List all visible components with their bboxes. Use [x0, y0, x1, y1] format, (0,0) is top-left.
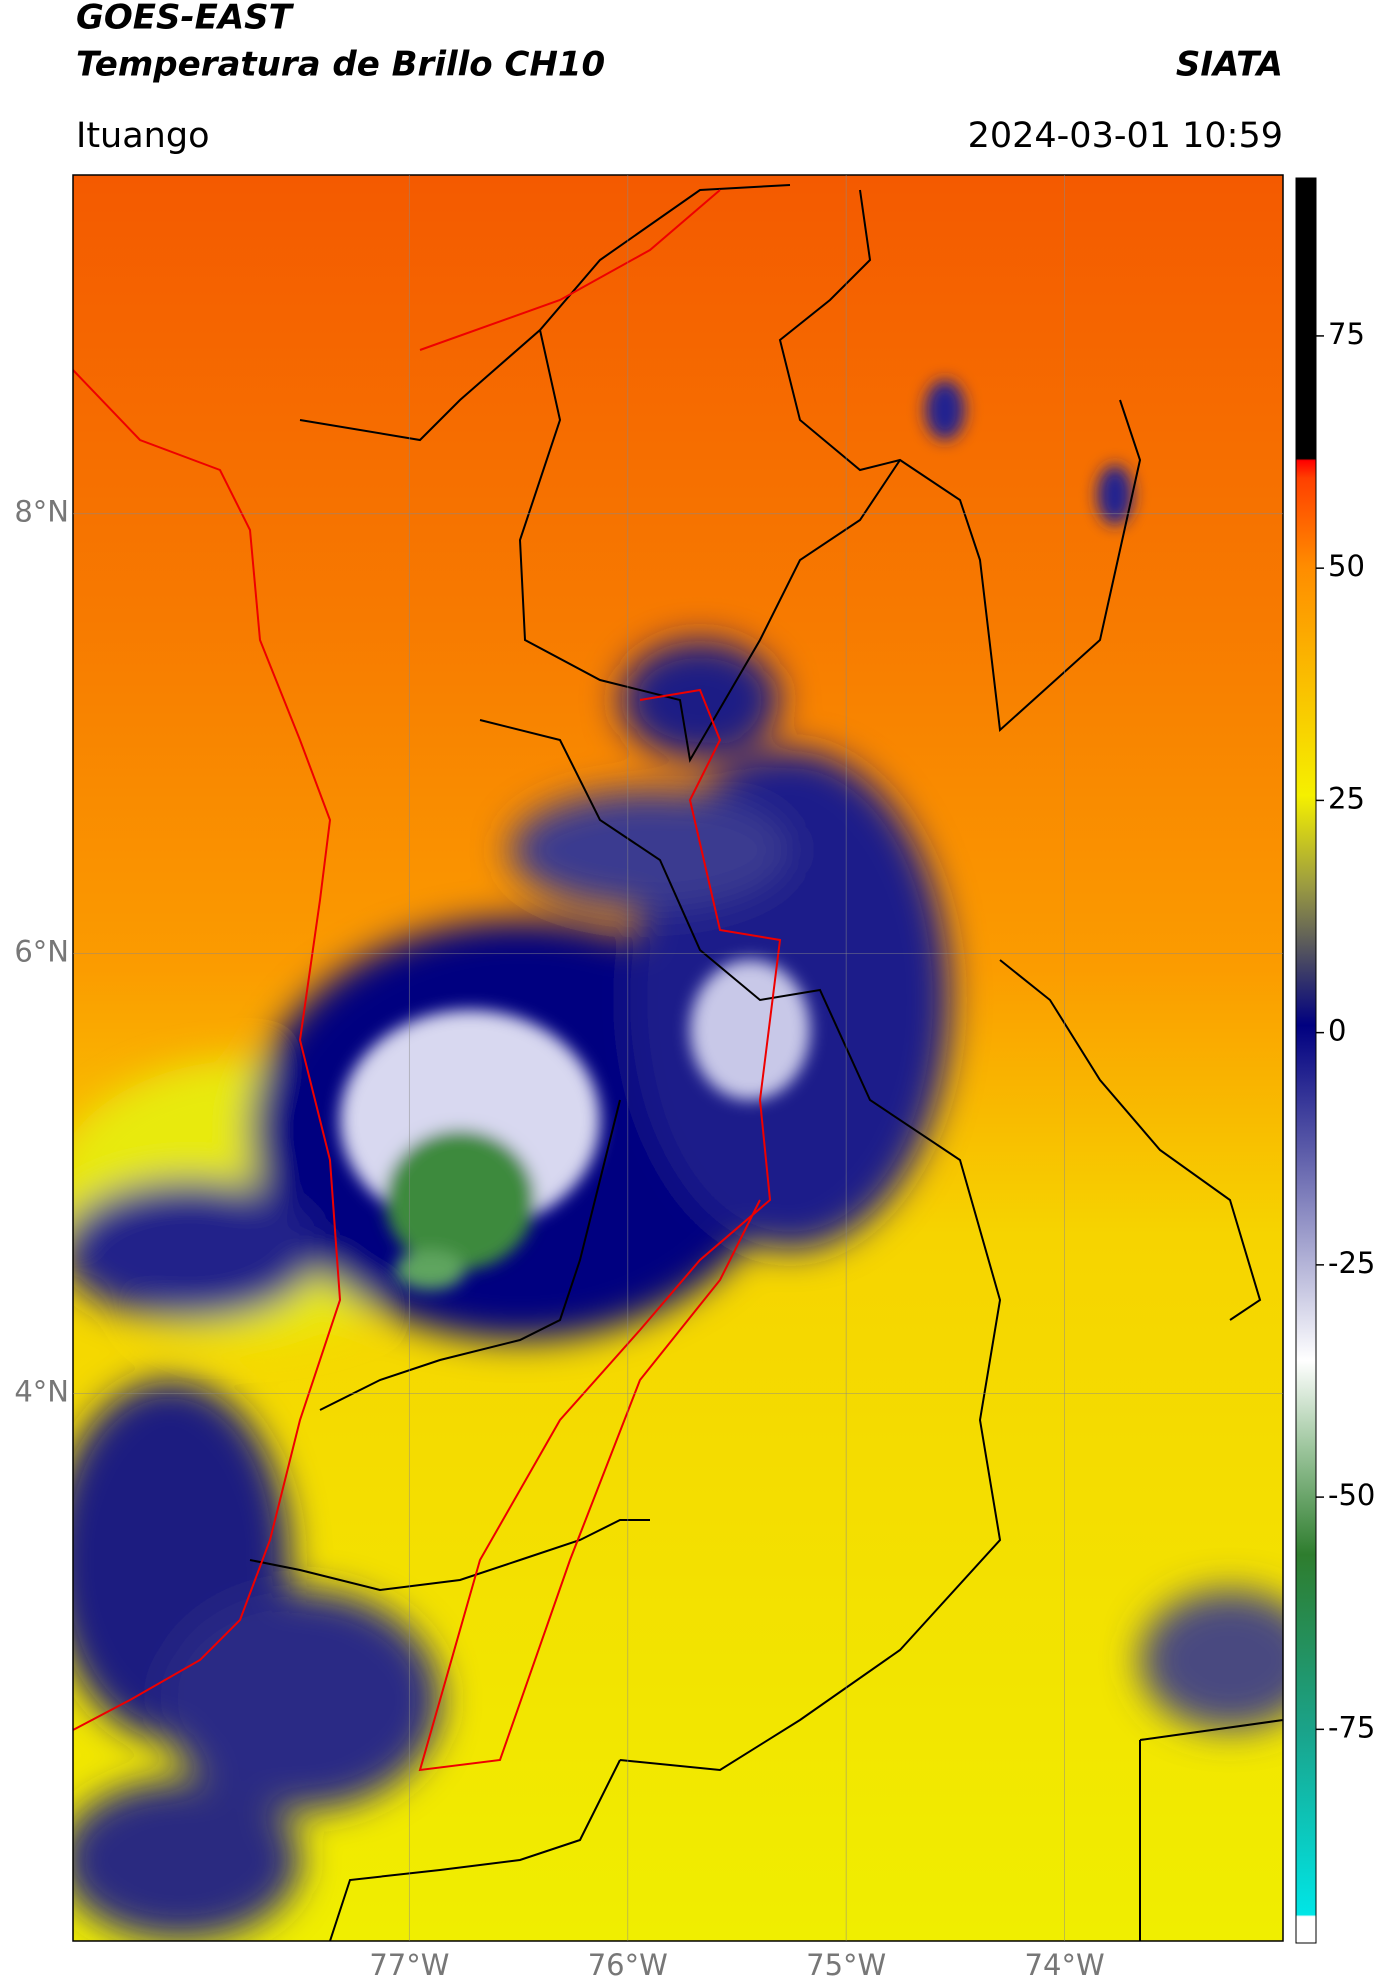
x-tick-label: 76°W: [588, 1948, 668, 1981]
colorbar-tick-label: -75: [1328, 1710, 1375, 1744]
location: Ituango: [76, 116, 210, 156]
x-tick-label: 74°W: [1025, 1948, 1105, 1981]
boundaries: [73, 189, 782, 1772]
y-tick-label: 6°N: [14, 935, 69, 969]
datetime: 2024-03-01 10:59: [968, 116, 1283, 156]
colorbar: [1295, 177, 1317, 1944]
colorbar-tick-label: 50: [1328, 549, 1365, 583]
borders: [249, 184, 1283, 1941]
y-tick-label: 4°N: [14, 1374, 69, 1408]
map-frame: [72, 174, 1284, 1942]
satellite-image: [73, 175, 1283, 1941]
brand: SIATA: [1176, 45, 1283, 85]
x-tick-label: 75°W: [806, 1948, 886, 1981]
x-tick-label: 77°W: [369, 1948, 449, 1981]
axes: 77°W 76°W 75°W 74°W 8°N 6°N 4°N 75 50 25 0 -25 -50 -7…: [14, 175, 1375, 1982]
title: GOES-EAST: [76, 0, 295, 38]
colorbar-tick-label: 25: [1328, 781, 1365, 815]
colorbar-tick-label: 0: [1328, 1014, 1346, 1048]
colorbar-tick-label: -50: [1328, 1478, 1375, 1512]
y-tick-label: 8°N: [14, 495, 69, 529]
subtitle: Temperatura de Brillo CH10: [76, 45, 605, 85]
colorbar-tick-label: -25: [1328, 1246, 1375, 1280]
colorbar-tick-label: 75: [1328, 317, 1365, 351]
